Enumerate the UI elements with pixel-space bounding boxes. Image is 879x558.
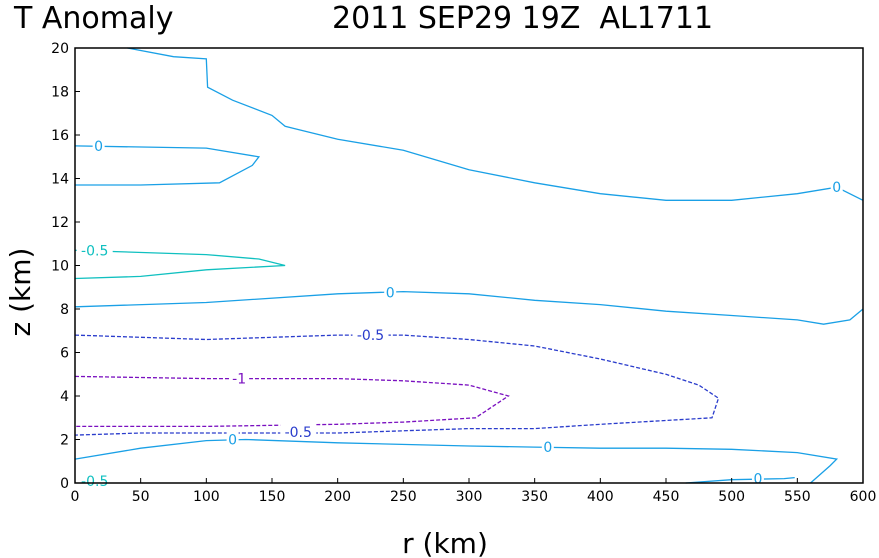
x-tick-label: 100 — [193, 489, 220, 505]
y-axis-label: z (km) — [4, 248, 37, 337]
y-tick-label: 8 — [60, 302, 69, 318]
y-tick-label: 16 — [51, 128, 69, 144]
contour-neg-1 — [74, 375, 510, 428]
contour-label: 0 — [753, 472, 762, 488]
contour-label: -0.5 — [285, 425, 312, 441]
contour-zero-lower — [74, 438, 839, 484]
contour-label: 0 — [832, 180, 841, 196]
contour-zero-upper — [127, 47, 864, 201]
contour-zero-bottom-small — [685, 476, 795, 484]
y-tick-label: 2 — [60, 433, 69, 449]
contour-label-bg — [384, 284, 397, 300]
contour-label: -0.5 — [81, 474, 108, 490]
y-tick-label: 20 — [51, 41, 69, 57]
contour-label-bg — [751, 470, 764, 486]
x-tick-label: 350 — [521, 489, 548, 505]
contour-neg-0.5 — [74, 334, 720, 436]
contour-labels: 0 -0.5 0 -0.5 -1 -0.5 0 0 0 0 -0.5 — [76, 137, 843, 490]
contour-label-bg — [226, 431, 239, 447]
contour-label-bg — [541, 439, 554, 455]
y-axis-ticks: 0 2 4 6 8 10 12 14 16 18 20 — [51, 41, 80, 492]
x-axis-label: r (km) — [402, 527, 488, 558]
y-tick-label: 4 — [60, 389, 69, 405]
contour-label-bg — [92, 137, 105, 153]
y-tick-label: 10 — [51, 259, 69, 275]
contour-label: -0.5 — [81, 243, 108, 259]
x-tick-label: 150 — [259, 489, 286, 505]
contour-label: 0 — [94, 139, 103, 155]
contour-lines — [74, 47, 864, 484]
x-axis-ticks: 0 50 100 150 200 250 300 350 400 450 500 550 600 — [71, 478, 877, 505]
y-tick-label: 14 — [51, 172, 69, 188]
contour-label-bg — [352, 327, 389, 343]
contour-label: 0 — [543, 440, 552, 456]
y-tick-label: 6 — [60, 346, 69, 362]
x-tick-label: 200 — [324, 489, 351, 505]
contour-pos-0.5-lobe — [74, 249, 286, 280]
contour-label: 0 — [386, 286, 395, 302]
x-tick-label: 500 — [718, 489, 745, 505]
contour-label-bg — [280, 423, 317, 439]
contour-label-bg — [76, 472, 113, 488]
y-tick-label: 12 — [51, 215, 69, 231]
x-tick-label: 400 — [587, 489, 614, 505]
contour-label-bg — [76, 242, 113, 258]
contour-zero-lobe-14 — [74, 145, 261, 186]
x-tick-label: 50 — [132, 489, 150, 505]
contour-label: -1 — [232, 372, 246, 388]
contour-label: -0.5 — [357, 328, 384, 344]
contour-label-bg — [830, 179, 843, 195]
x-tick-label: 250 — [390, 489, 417, 505]
y-tick-label: 0 — [60, 476, 69, 492]
chart-title-right: 2011 SEP29 19Z AL1711 — [332, 1, 713, 36]
x-tick-label: 450 — [653, 489, 680, 505]
x-tick-label: 550 — [784, 489, 811, 505]
chart-title-left: T Anomaly — [13, 1, 173, 36]
contour-zero-8km — [74, 290, 864, 325]
contour-label: 0 — [228, 433, 237, 449]
x-tick-label: 600 — [850, 489, 877, 505]
x-tick-label: 300 — [456, 489, 483, 505]
contour-label-bg — [229, 370, 250, 386]
x-tick-label: 0 — [71, 489, 80, 505]
y-tick-label: 18 — [51, 85, 69, 101]
